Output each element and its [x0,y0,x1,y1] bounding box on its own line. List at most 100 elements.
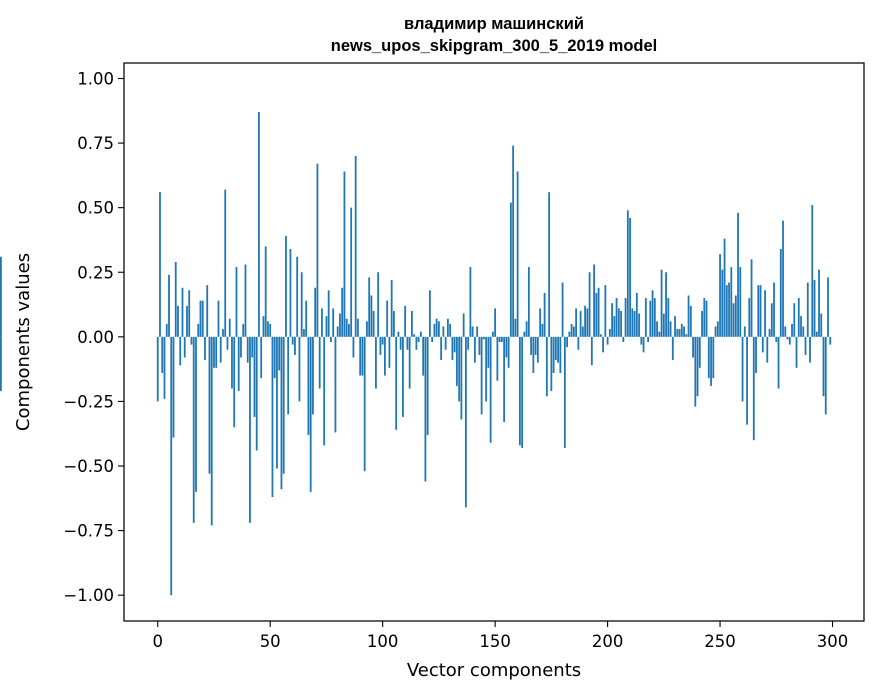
bar [215,336,218,368]
bar [566,336,568,348]
bar [177,305,179,337]
bar [721,269,724,337]
bar [453,336,456,353]
bar [264,246,267,337]
bar [539,308,542,337]
bar [210,336,213,526]
bar [494,308,497,337]
bar [703,298,706,337]
bar [701,311,703,337]
bar [782,220,784,337]
bar [395,336,398,430]
bar [779,249,782,337]
bar [199,300,202,337]
bar [249,336,251,523]
bar [339,313,341,337]
bar [530,336,533,355]
bar [719,254,721,337]
bar [233,336,236,428]
bar [525,321,528,337]
bar [334,336,337,433]
bar [197,323,200,337]
bar [597,287,600,337]
bar [273,336,276,379]
bar [296,256,299,337]
bar [541,323,544,337]
bar [411,311,413,337]
bar [773,282,775,337]
bar [759,285,762,337]
bar [660,269,663,337]
bar [276,336,278,469]
bar [595,292,598,337]
bar [775,336,778,342]
bar [237,336,240,392]
bar [766,336,769,363]
bar [622,336,625,342]
bar [192,336,195,523]
bar [685,334,688,337]
bar [163,336,166,399]
bar [680,323,683,337]
bar [739,267,742,337]
bar [732,303,735,337]
bar [786,336,789,340]
bar [460,336,463,420]
bar [242,323,245,337]
y-axis: −1.00 −0.75 −0.50 −0.25 0.00 0.25 0.50 0.75 1.00 [63,70,124,605]
bar [820,313,823,337]
bar [710,336,712,386]
bar [217,300,220,337]
bar [258,112,260,337]
bar [536,336,539,363]
bar [179,336,182,366]
bar [404,305,407,337]
bar [429,290,431,337]
bar [482,336,485,340]
bar [467,336,470,350]
bar [712,336,715,379]
bar [651,290,654,337]
bar [827,277,829,337]
bar [725,285,728,337]
bar [181,287,184,337]
bar [575,308,577,337]
bar [550,336,553,392]
bar [824,336,827,415]
bar [809,336,811,363]
bar [818,269,820,337]
bar [748,298,751,337]
bar [777,336,780,389]
bar [168,274,170,337]
bar [208,336,211,474]
bar [172,336,175,438]
bar [289,249,292,337]
bar [611,303,613,337]
bar [478,336,481,355]
bar [332,308,335,337]
bar [321,308,323,337]
bar [665,272,667,337]
bar [251,336,254,358]
y-tick-label: −0.25 [63,392,114,411]
bar [669,321,672,337]
bar [433,323,436,337]
bar [512,145,515,337]
bar [206,285,209,337]
bar [314,287,317,337]
bar [204,336,206,361]
bar [577,336,580,350]
bar [806,282,809,337]
bar [437,321,440,337]
bar [325,316,328,337]
bar [629,218,631,337]
bar [350,207,353,337]
bar [527,267,530,337]
bar [375,336,377,389]
bar [615,298,618,337]
bar [532,336,535,373]
bar [280,336,283,490]
bar [431,336,434,342]
bar [440,336,443,361]
bar [186,305,188,337]
